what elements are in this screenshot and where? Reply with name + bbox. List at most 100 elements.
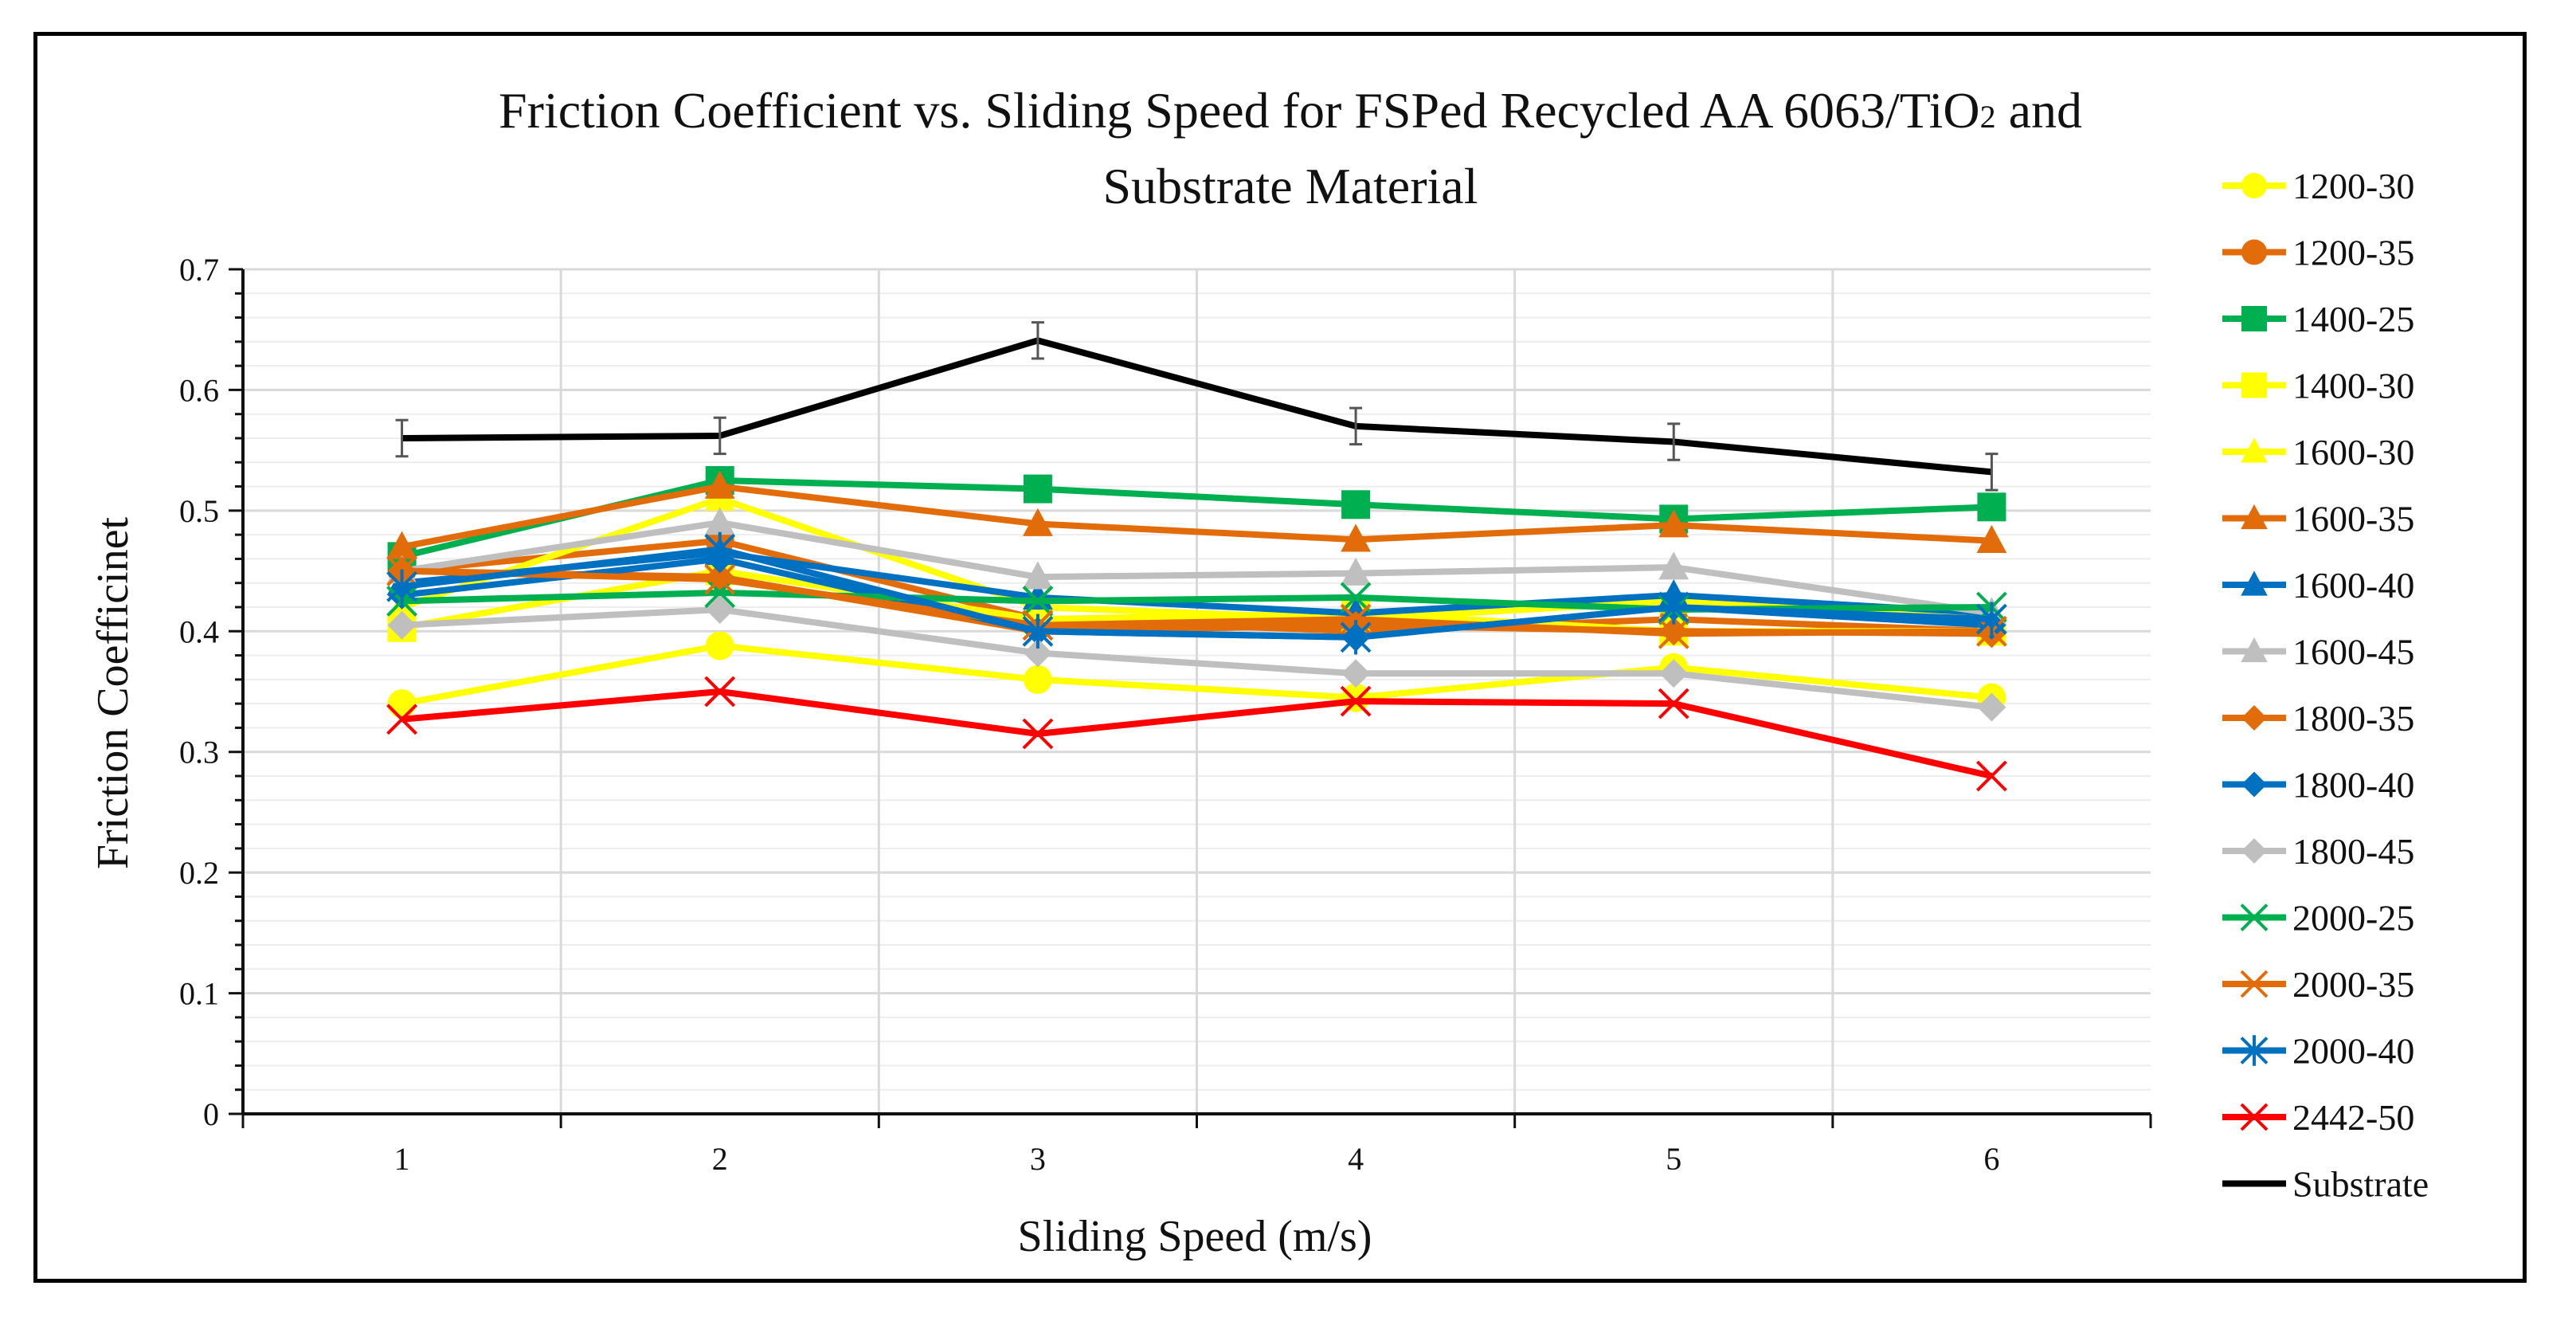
legend-label: 2442-50 xyxy=(2292,1097,2414,1138)
series-line xyxy=(401,495,1992,623)
legend-item-1200-35: 1200-35 xyxy=(2222,233,2414,273)
data-point xyxy=(1022,613,1054,649)
error-bar xyxy=(1985,453,1999,492)
series-line xyxy=(401,337,1992,476)
data-point xyxy=(704,470,735,499)
error-bar xyxy=(713,416,726,456)
legend-label: 1800-45 xyxy=(2292,831,2414,872)
data-point xyxy=(705,631,734,661)
data-point xyxy=(1658,509,1689,538)
data-point xyxy=(1977,692,2006,722)
legend-swatch-marker xyxy=(2241,771,2267,798)
legend-swatch-marker xyxy=(2241,838,2267,864)
x-tick-label: 1 xyxy=(394,1141,410,1177)
data-point xyxy=(1976,760,2007,792)
legend-label: 2000-35 xyxy=(2292,964,2414,1005)
legend-label: 2000-40 xyxy=(2292,1031,2414,1072)
legend-item-1600-45: 1600-45 xyxy=(2222,632,2414,672)
data-point xyxy=(704,563,736,595)
series-2442-50 xyxy=(386,676,2007,792)
data-point xyxy=(1977,492,2006,522)
x-tick-label: 4 xyxy=(1348,1141,1364,1177)
legend-item-1200-30: 1200-30 xyxy=(2222,166,2414,206)
data-point xyxy=(1340,582,1372,613)
data-point xyxy=(386,531,417,559)
legend: 1200-30 1200-35 1400-25 1400-30 1600-30 1600-… xyxy=(2222,166,2429,1205)
legend-label: 1400-25 xyxy=(2292,299,2414,339)
legend-item-2442-50: 2442-50 xyxy=(2222,1097,2414,1138)
data-point xyxy=(1658,617,1689,649)
data-point xyxy=(1658,590,1689,625)
data-point xyxy=(1023,638,1052,668)
data-point xyxy=(1022,586,1054,617)
data-point xyxy=(1659,659,1689,688)
data-point xyxy=(1023,474,1052,504)
data-point xyxy=(1976,524,2007,554)
legend-swatch-marker xyxy=(2240,904,2269,931)
data-point xyxy=(1341,523,1371,552)
y-tick-label: 0.4 xyxy=(179,613,219,649)
error-bar xyxy=(1667,422,1681,461)
legend-swatch-marker xyxy=(2241,437,2268,463)
y-tick-label: 0 xyxy=(203,1096,219,1132)
legend-label: 1600-45 xyxy=(2292,632,2414,672)
data-point xyxy=(1658,688,1689,719)
series-line xyxy=(401,546,1992,641)
data-point xyxy=(1658,551,1689,580)
grid-lines xyxy=(243,268,2151,1114)
chart-title-line-2: Substrate Material xyxy=(1103,158,1478,214)
data-point xyxy=(1341,490,1371,519)
series-1600-35 xyxy=(386,470,2007,559)
legend-label: 1200-30 xyxy=(2292,166,2414,206)
y-tick-label: 0.1 xyxy=(179,976,219,1012)
data-point xyxy=(705,595,734,625)
data-point xyxy=(1340,685,1372,717)
data-point xyxy=(1023,561,1053,590)
data-point xyxy=(386,569,417,604)
series-line xyxy=(401,688,1993,779)
legend-item-1800-40: 1800-40 xyxy=(2222,765,2414,806)
y-tick-label: 0.7 xyxy=(179,252,219,288)
legend-swatch-marker xyxy=(2241,504,2268,530)
legend-label: Substrate xyxy=(2292,1164,2429,1205)
y-tick-label: 0.2 xyxy=(179,855,219,891)
series-2000-40 xyxy=(386,531,2007,655)
legend-label: 1600-35 xyxy=(2292,499,2414,539)
data-point xyxy=(704,507,735,535)
x-tick-label: 3 xyxy=(1030,1141,1046,1177)
legend-swatch-marker xyxy=(2241,173,2267,198)
legend-label: 1800-40 xyxy=(2292,765,2414,806)
series-line xyxy=(401,642,1992,708)
legend-item-1800-35: 1800-35 xyxy=(2222,698,2414,739)
legend-label: 1600-40 xyxy=(2292,565,2414,606)
data-point xyxy=(1340,620,1372,655)
data-point xyxy=(1341,659,1371,688)
series-1800-45 xyxy=(387,595,2006,722)
legend-swatch-marker xyxy=(2241,372,2267,398)
series-Substrate xyxy=(395,321,1999,492)
y-tick-label: 0.6 xyxy=(179,372,219,408)
error-bar xyxy=(1349,406,1363,446)
legend-item-1800-45: 1800-45 xyxy=(2222,831,2414,872)
data-point xyxy=(387,689,417,719)
data-point xyxy=(1023,664,1052,694)
data-point xyxy=(1023,508,1053,536)
legend-item-1400-25: 1400-25 xyxy=(2222,299,2414,339)
legend-swatch-marker xyxy=(2241,705,2267,731)
x-tick-label: 6 xyxy=(1983,1141,1999,1177)
series-line xyxy=(401,477,1992,560)
series-line xyxy=(401,567,1992,637)
data-point xyxy=(704,676,736,708)
legend-item-1600-35: 1600-35 xyxy=(2222,499,2414,539)
legend-swatch-marker xyxy=(2240,970,2269,998)
y-tick-label: 0.3 xyxy=(179,735,219,770)
legend-item-2000-25: 2000-25 xyxy=(2222,898,2414,939)
data-point xyxy=(387,610,417,640)
data-point xyxy=(386,704,417,735)
legend-swatch-marker xyxy=(2241,239,2267,265)
legend-item-1600-30: 1600-30 xyxy=(2222,432,2414,472)
legend-item-Substrate: Substrate xyxy=(2222,1164,2429,1205)
error-bar xyxy=(1031,321,1044,360)
chart-title-line-1: Friction Coefficient vs. Sliding Speed f… xyxy=(499,82,2082,139)
